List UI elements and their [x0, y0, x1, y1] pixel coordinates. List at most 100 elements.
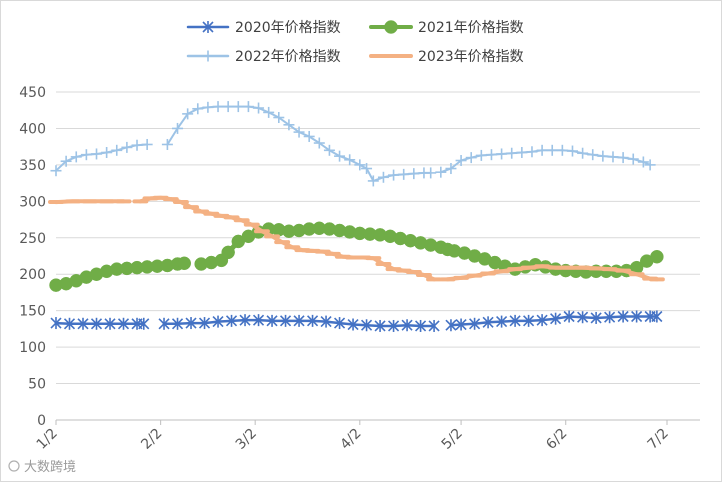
- data-point: [50, 165, 62, 177]
- data-point: [202, 50, 214, 62]
- y-tick-label: 150: [19, 304, 46, 320]
- data-point: [435, 166, 447, 178]
- data-point: [604, 311, 616, 324]
- data-point: [63, 317, 76, 330]
- watermark-logo-icon: [8, 460, 20, 472]
- data-point: [360, 319, 373, 332]
- data-point: [482, 316, 494, 329]
- data-point: [631, 310, 643, 323]
- series-4: [48, 195, 665, 282]
- series-line: [54, 321, 146, 326]
- data-point: [80, 149, 92, 161]
- data-point: [192, 103, 204, 115]
- y-tick-label: 350: [19, 158, 46, 174]
- data-point: [469, 317, 481, 330]
- data-point: [141, 138, 153, 150]
- data-point: [323, 144, 335, 156]
- data-point: [202, 21, 214, 33]
- data-point: [279, 314, 292, 327]
- data-point: [455, 155, 467, 167]
- data-point: [263, 106, 275, 118]
- data-point: [388, 319, 400, 332]
- y-tick-label: 300: [19, 194, 46, 210]
- data-point: [111, 144, 123, 156]
- data-point: [523, 314, 535, 327]
- data-point: [77, 317, 89, 330]
- data-point: [90, 317, 103, 330]
- y-tick-label: 200: [19, 267, 46, 283]
- legend-item: 2022年价格指数: [186, 49, 341, 65]
- data-point: [225, 314, 238, 327]
- data-point: [212, 315, 224, 328]
- data-point: [398, 168, 410, 180]
- data-point: [293, 314, 305, 327]
- data-point: [344, 154, 356, 166]
- data-point: [185, 317, 197, 330]
- legend-item: 2020年价格指数: [186, 20, 341, 36]
- data-point: [651, 310, 663, 323]
- data-point: [496, 148, 508, 160]
- data-point: [60, 155, 72, 167]
- data-point: [617, 152, 629, 164]
- data-point: [333, 317, 346, 330]
- data-point: [303, 130, 315, 142]
- data-point: [266, 314, 278, 327]
- data-point: [374, 319, 386, 332]
- data-point: [445, 319, 457, 332]
- data-point: [50, 317, 62, 330]
- data-point: [347, 318, 359, 331]
- data-point: [408, 168, 420, 180]
- data-point: [587, 149, 599, 161]
- legend: 2020年价格指数 2021年价格指数 2022年价格指数 2023年价格指数: [186, 20, 524, 65]
- data-point: [367, 175, 379, 187]
- data-point: [138, 317, 150, 330]
- data-point: [607, 151, 619, 163]
- data-point: [158, 317, 170, 330]
- y-tick-label: 250: [19, 231, 46, 247]
- data-point: [445, 163, 457, 175]
- data-point: [253, 102, 265, 114]
- watermark: 大数跨境: [8, 460, 76, 475]
- y-tick-label: 0: [37, 413, 46, 429]
- data-point: [590, 311, 602, 324]
- data-point: [101, 146, 113, 158]
- data-point: [536, 314, 548, 327]
- data-point: [475, 149, 487, 161]
- data-point: [377, 171, 389, 183]
- data-point: [577, 311, 589, 324]
- y-tick-label: 100: [19, 340, 46, 356]
- data-point: [637, 156, 649, 168]
- data-point: [283, 119, 295, 131]
- data-point: [239, 314, 251, 327]
- data-point: [293, 126, 305, 138]
- data-point: [556, 144, 568, 156]
- data-point: [506, 147, 518, 159]
- legend-label: 2021年价格指数: [418, 20, 524, 36]
- data-point: [198, 317, 211, 330]
- data-point: [516, 146, 528, 158]
- y-tick-label: 400: [19, 121, 46, 137]
- data-point: [91, 148, 103, 160]
- data-point: [485, 149, 497, 161]
- data-point: [384, 20, 398, 34]
- data-point: [361, 163, 373, 175]
- legend-label: 2023年价格指数: [418, 49, 524, 65]
- data-point: [117, 317, 130, 330]
- y-tick-label: 50: [28, 377, 46, 393]
- data-point: [425, 167, 437, 179]
- watermark-text: 大数跨境: [24, 460, 76, 475]
- data-point: [546, 144, 558, 156]
- data-point: [401, 319, 413, 332]
- data-point: [161, 138, 173, 150]
- data-point: [428, 319, 440, 332]
- data-point: [121, 141, 133, 153]
- data-point: [273, 112, 285, 124]
- y-axis-tick-labels: 0 50 100 150 200 250 300 350 400 450: [19, 85, 46, 429]
- data-point: [550, 312, 562, 325]
- data-point: [313, 137, 325, 149]
- data-point: [644, 159, 656, 171]
- data-point: [509, 314, 521, 327]
- data-point: [202, 101, 214, 113]
- data-point: [577, 147, 589, 159]
